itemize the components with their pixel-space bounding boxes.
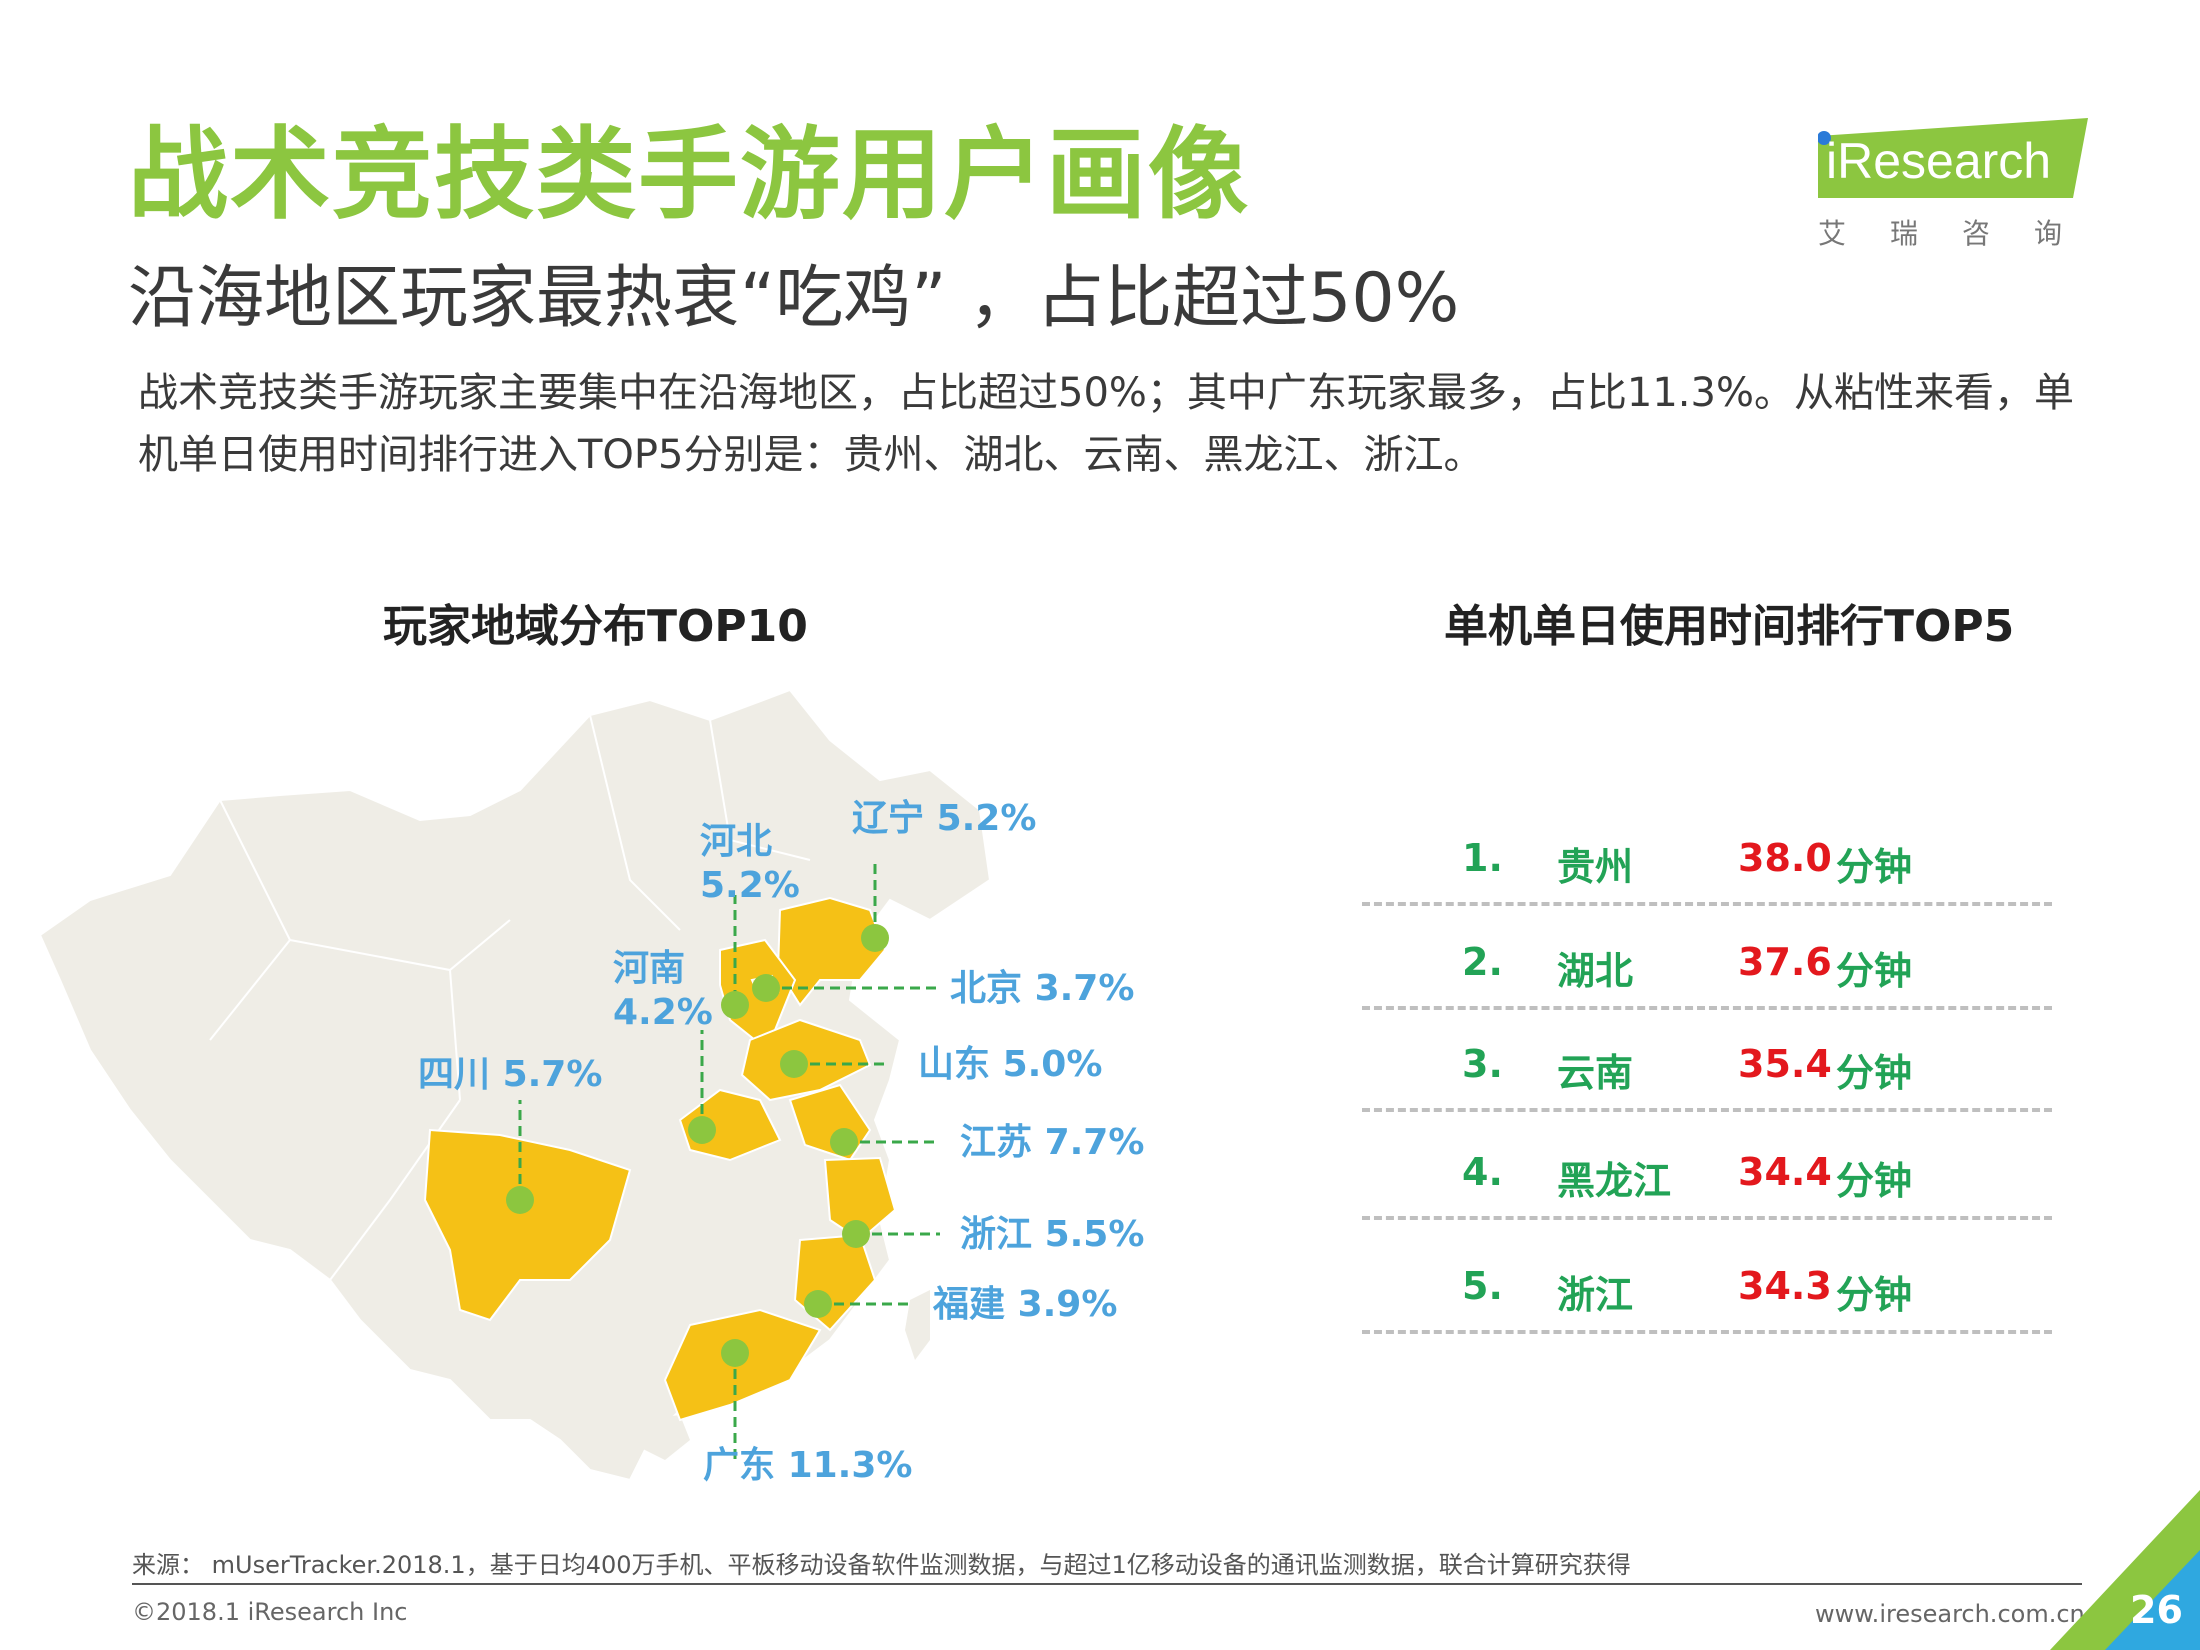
dot-zhejiang bbox=[842, 1220, 870, 1248]
rank-row-4: 4. 黑龙江 34.4 分钟 bbox=[1362, 1150, 2052, 1220]
label-sichuan: 四川 5.7% bbox=[418, 1054, 602, 1095]
rank-value: 34.4 bbox=[1738, 1150, 1832, 1194]
province-guangdong bbox=[663, 1308, 822, 1422]
rank-province: 黑龙江 bbox=[1557, 1159, 1672, 1203]
highlighted-provinces bbox=[423, 896, 897, 1422]
province-boundaries bbox=[209, 714, 811, 1281]
rank-value: 34.3 bbox=[1738, 1264, 1832, 1308]
rank-section-title: 单机单日使用时间排行TOP5 bbox=[1444, 601, 2015, 652]
rank-province: 浙江 bbox=[1557, 1273, 1634, 1317]
rank-unit: 分钟 bbox=[1836, 1273, 1913, 1317]
rank-row-2: 2. 湖北 37.6 分钟 bbox=[1362, 940, 2052, 1010]
label-guangdong: 广东 11.3% bbox=[703, 1445, 912, 1486]
logo-brand-text: iResearch bbox=[1826, 133, 2052, 189]
rank-province: 云南 bbox=[1557, 1051, 1634, 1095]
rank-value: 38.0 bbox=[1738, 836, 1832, 880]
page-number: 26 bbox=[2130, 1588, 2183, 1632]
rank-unit: 分钟 bbox=[1836, 1159, 1913, 1203]
label-beijing: 北京 3.7% bbox=[950, 967, 1134, 1009]
rank-row-3: 3. 云南 35.4 分钟 bbox=[1362, 1042, 2052, 1112]
label-fujian: 福建 3.9% bbox=[932, 1284, 1117, 1325]
rank-value: 37.6 bbox=[1738, 940, 1832, 984]
dot-fujian bbox=[804, 1290, 832, 1318]
china-base-shape bbox=[38, 688, 992, 1482]
dot-henan bbox=[688, 1116, 716, 1144]
label-liaoning: 辽宁 5.2% bbox=[852, 798, 1036, 839]
province-dots bbox=[506, 924, 889, 1367]
label-hebei: 河北 5.2% bbox=[700, 821, 800, 906]
leader-lines bbox=[518, 860, 940, 1460]
taiwan-island bbox=[905, 1290, 930, 1360]
website-link[interactable]: www.iresearch.com.cn bbox=[1815, 1600, 2085, 1628]
rank-province: 贵州 bbox=[1557, 845, 1634, 889]
rank-number: 2. bbox=[1462, 940, 1503, 984]
rank-row-1: 1. 贵州 38.0 分钟 bbox=[1362, 836, 2052, 906]
rank-province: 湖北 bbox=[1557, 949, 1634, 993]
logo-cn-text: 艾瑞咨询 bbox=[1818, 217, 2107, 250]
rank-value: 35.4 bbox=[1738, 1042, 1832, 1086]
page-description: 战术竞技类手游玩家主要集中在沿海地区，占比超过50%；其中广东玩家最多，占比11… bbox=[138, 370, 2074, 478]
province-sichuan bbox=[423, 1128, 632, 1322]
source-note: 来源： mUserTracker.2018.1，基于日均400万手机、平板移动设… bbox=[132, 1551, 1631, 1579]
dot-sichuan bbox=[506, 1186, 534, 1214]
rank-unit: 分钟 bbox=[1836, 949, 1913, 993]
dot-liaoning bbox=[861, 924, 889, 952]
dot-shandong bbox=[780, 1050, 808, 1078]
rank-number: 3. bbox=[1462, 1042, 1503, 1086]
dot-guangdong bbox=[721, 1339, 749, 1367]
rank-number: 5. bbox=[1462, 1264, 1503, 1308]
logo-banner-shape bbox=[1818, 118, 2088, 198]
iresearch-logo: iResearch 艾瑞咨询 bbox=[1818, 118, 2088, 250]
label-jiangsu: 江苏 7.7% bbox=[960, 1122, 1144, 1163]
rank-number: 4. bbox=[1462, 1150, 1503, 1194]
footer-divider bbox=[132, 1583, 2082, 1585]
rank-row-5: 5. 浙江 34.3 分钟 bbox=[1362, 1264, 2052, 1334]
province-zhejiang bbox=[823, 1156, 897, 1242]
copyright-text: ©2018.1 iResearch Inc bbox=[132, 1598, 408, 1626]
page-subtitle: 沿海地区玩家最热衷“吃鸡” ，占比超过50% bbox=[128, 259, 1460, 338]
label-shandong: 山东 5.0% bbox=[918, 1044, 1102, 1085]
corner-decoration bbox=[2050, 1490, 2200, 1650]
china-map: 辽宁 5.2% 河北 5.2% 北京 3.7% 河南 4.2% 山东 5.0% … bbox=[38, 688, 1144, 1486]
label-henan: 河南 4.2% bbox=[613, 948, 713, 1033]
dot-jiangsu bbox=[830, 1128, 858, 1156]
label-zhejiang: 浙江 5.5% bbox=[960, 1214, 1144, 1255]
rank-unit: 分钟 bbox=[1836, 845, 1913, 889]
map-section-title: 玩家地域分布TOP10 bbox=[383, 601, 808, 652]
rank-unit: 分钟 bbox=[1836, 1051, 1913, 1095]
dot-hebei bbox=[721, 991, 749, 1019]
hainan-island bbox=[635, 1415, 690, 1460]
rank-number: 1. bbox=[1462, 836, 1503, 880]
page-title: 战术竞技类手游用户画像 bbox=[128, 116, 1250, 233]
province-labels: 辽宁 5.2% 河北 5.2% 北京 3.7% 河南 4.2% 山东 5.0% … bbox=[418, 798, 1144, 1486]
dot-beijing bbox=[752, 974, 780, 1002]
